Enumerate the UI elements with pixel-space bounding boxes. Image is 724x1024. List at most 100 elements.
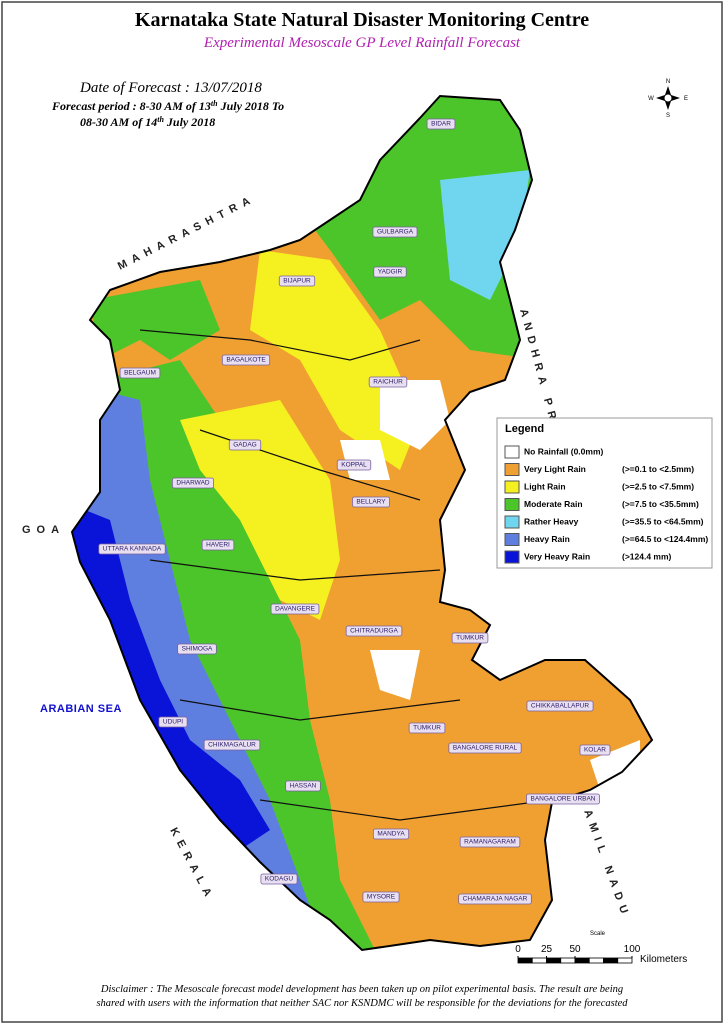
legend-swatch bbox=[504, 480, 520, 494]
district-name: KODAGU bbox=[265, 876, 293, 883]
district-label: KOLAR bbox=[579, 744, 611, 756]
district-label: BANGALORE RURAL bbox=[448, 742, 522, 754]
label-box bbox=[278, 275, 316, 287]
scale-tick-label: 100 bbox=[624, 944, 641, 955]
label-box bbox=[448, 742, 522, 754]
disclaimer: Disclaimer : The Mesoscale forecast mode… bbox=[100, 984, 623, 995]
title: Karnataka State Natural Disaster Monitor… bbox=[135, 9, 589, 31]
compass-s: S bbox=[666, 113, 670, 119]
district-name: BANGALORE URBAN bbox=[530, 796, 595, 803]
scale-segment bbox=[531, 957, 547, 964]
text: July 2018 To bbox=[218, 99, 285, 113]
label-box bbox=[221, 354, 271, 366]
label-box bbox=[373, 266, 407, 278]
district-name: HAVERI bbox=[206, 542, 230, 549]
label-box bbox=[228, 439, 262, 451]
text: 08-30 AM of 14 bbox=[80, 115, 157, 129]
district-name: MYSORE bbox=[367, 894, 396, 901]
district-name: BIDAR bbox=[431, 121, 451, 128]
label-box bbox=[459, 836, 521, 848]
scale-segment bbox=[546, 957, 562, 964]
district-name: GULBARGA bbox=[377, 229, 414, 236]
scale-segment bbox=[517, 957, 533, 964]
legend-label: Light Rain bbox=[524, 481, 566, 491]
district-label: MANDYA bbox=[372, 828, 410, 840]
label-box bbox=[368, 376, 408, 388]
label-box bbox=[345, 625, 403, 637]
scale-tick-label: 50 bbox=[569, 944, 581, 955]
legend-box bbox=[496, 417, 713, 569]
scale-segment bbox=[574, 957, 590, 964]
label-box bbox=[171, 477, 215, 489]
text: th bbox=[157, 115, 164, 124]
legend-swatch bbox=[504, 550, 520, 564]
label-box bbox=[203, 739, 261, 751]
district-label: RAICHUR bbox=[368, 376, 408, 388]
district-label: SHIMOGA bbox=[177, 643, 217, 655]
legend-range: (>124.4 mm) bbox=[622, 551, 672, 561]
disclaimer: shared with users with the information t… bbox=[96, 998, 628, 1009]
label-box bbox=[98, 543, 166, 555]
scale-segment bbox=[560, 957, 576, 964]
label-box bbox=[336, 459, 372, 471]
legend-range: (>=64.5 to <124.4mm) bbox=[622, 534, 708, 544]
district-label: MYSORE bbox=[362, 891, 400, 903]
forecast-period: Forecast period : 8-30 AM of 13th July 2… bbox=[51, 99, 284, 113]
legend-range: (>=2.5 to <7.5mm) bbox=[622, 481, 694, 491]
scale-unit: Kilometers bbox=[640, 954, 687, 965]
legend-range: (>=7.5 to <35.5mm) bbox=[622, 499, 699, 509]
district-label: TUMKUR bbox=[451, 632, 489, 644]
scale-title: Scale bbox=[590, 931, 606, 937]
scale-tick-label: 0 bbox=[515, 944, 521, 955]
label-box bbox=[451, 632, 489, 644]
label-box bbox=[526, 700, 594, 712]
district-name: KOLAR bbox=[584, 747, 606, 754]
compass: N E S W bbox=[648, 79, 688, 119]
region-label: TAMIL NADU bbox=[577, 797, 632, 921]
district-name: RAICHUR bbox=[373, 379, 403, 386]
district-label: GULBARGA bbox=[372, 226, 418, 238]
district-name: CHIKKABALLAPUR bbox=[531, 703, 589, 710]
district-label: GADAG bbox=[228, 439, 262, 451]
district-name: UDUPI bbox=[163, 719, 183, 726]
district-label: BAGALKOTE bbox=[221, 354, 271, 366]
district-name: CHIKMAGALUR bbox=[208, 742, 256, 749]
region-label: KERALA bbox=[167, 826, 216, 904]
district-label: BIJAPUR bbox=[278, 275, 316, 287]
legend-range: (>=0.1 to <2.5mm) bbox=[622, 464, 694, 474]
district-name: TUMKUR bbox=[456, 635, 484, 642]
label-box bbox=[362, 891, 400, 903]
legend-label: Very Heavy Rain bbox=[524, 551, 590, 561]
forecast-period: 08-30 AM of 14th July 2018 bbox=[80, 115, 215, 129]
text: th bbox=[211, 99, 218, 108]
district-name: SHIMOGA bbox=[182, 646, 213, 653]
district-label: UTTARA KANNADA bbox=[98, 543, 166, 555]
scale-tick-label: 25 bbox=[541, 944, 553, 955]
district-name: BELLARY bbox=[356, 499, 386, 506]
district-name: BIJAPUR bbox=[283, 278, 311, 285]
district-name: CHITRADURGA bbox=[350, 628, 398, 635]
legend-swatch bbox=[504, 515, 520, 529]
district-boundaries bbox=[139, 329, 551, 821]
legend-swatch bbox=[504, 463, 520, 476]
district-label: BANGALORE URBAN bbox=[526, 793, 600, 805]
label-box bbox=[372, 828, 410, 840]
district-label: KOPPAL bbox=[336, 459, 372, 471]
district-name: BANGALORE RURAL bbox=[453, 745, 518, 752]
district-label: HAVERI bbox=[201, 539, 235, 551]
label-box bbox=[579, 744, 611, 756]
district-name: DAVANGERE bbox=[275, 606, 316, 613]
text: Forecast period : 8-30 AM of 13 bbox=[51, 99, 211, 113]
district-name: KOPPAL bbox=[341, 462, 367, 469]
scale-segment bbox=[617, 957, 633, 964]
label-box bbox=[285, 780, 321, 792]
legend-label: Heavy Rain bbox=[524, 534, 570, 544]
district-name: DHARWAD bbox=[176, 480, 210, 487]
legend-swatch bbox=[504, 498, 520, 511]
label-box bbox=[458, 893, 532, 905]
district-name: YADGIR bbox=[378, 269, 403, 276]
district-name: BELGAUM bbox=[124, 370, 156, 377]
district-name: MANDYA bbox=[377, 831, 405, 838]
district-label: CHIKMAGALUR bbox=[203, 739, 261, 751]
